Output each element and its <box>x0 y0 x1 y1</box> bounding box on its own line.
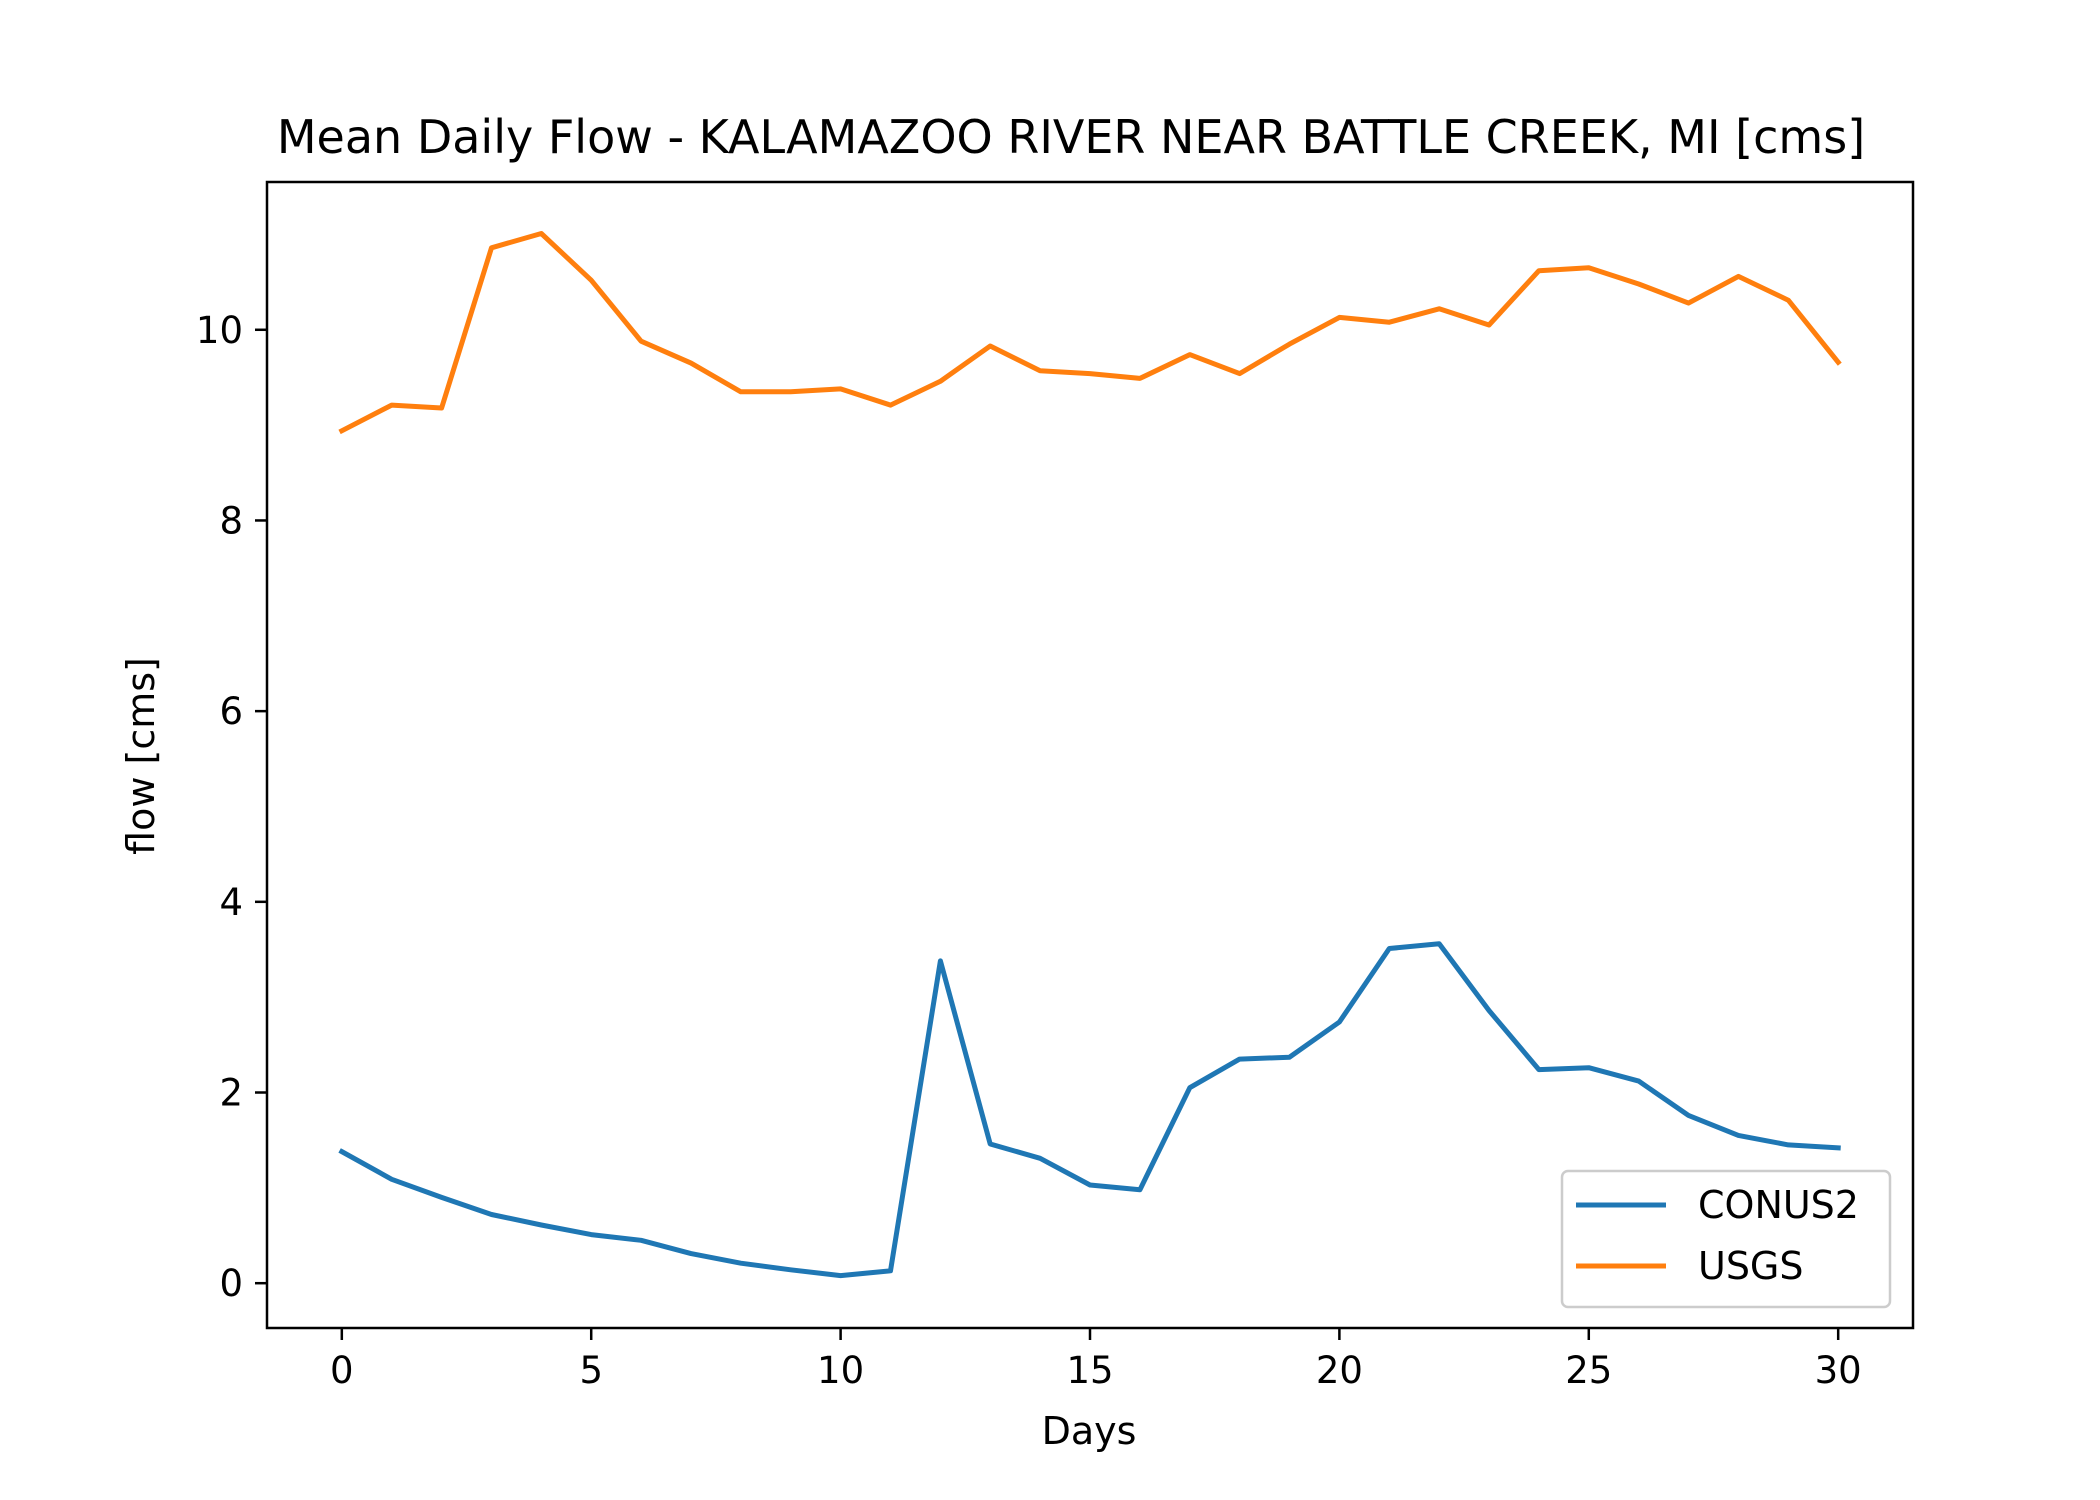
y-tick-label: 8 <box>219 499 243 542</box>
y-tick-label: 6 <box>219 690 243 733</box>
x-axis: 0 5 10 15 20 25 30 <box>330 1328 1862 1392</box>
x-axis-label: Days <box>1042 1409 1137 1453</box>
series-line-usgs <box>338 231 1842 435</box>
x-tick-label: 15 <box>1066 1349 1113 1392</box>
x-tick-label: 20 <box>1316 1349 1363 1392</box>
y-axis: 0 2 4 6 8 10 <box>196 309 267 1305</box>
y-tick-label: 4 <box>219 881 243 924</box>
x-tick-label: 25 <box>1565 1349 1612 1392</box>
series-line-conus2 <box>338 941 1841 1279</box>
y-axis-label: flow [cms] <box>119 657 163 855</box>
legend-label-usgs: USGS <box>1698 1244 1804 1288</box>
x-tick-label: 10 <box>817 1349 864 1392</box>
x-tick-label: 0 <box>330 1349 354 1392</box>
chart-title: Mean Daily Flow - KALAMAZOO RIVER NEAR B… <box>277 110 1865 164</box>
x-tick-label: 5 <box>579 1349 603 1392</box>
legend-label-conus2: CONUS2 <box>1698 1183 1859 1227</box>
x-tick-label: 30 <box>1815 1349 1862 1392</box>
y-tick-label: 10 <box>196 309 243 352</box>
y-tick-label: 0 <box>219 1262 243 1305</box>
plot-area <box>338 231 1842 1279</box>
legend: CONUS2 USGS <box>1560 1169 1892 1309</box>
y-tick-label: 2 <box>219 1072 243 1115</box>
